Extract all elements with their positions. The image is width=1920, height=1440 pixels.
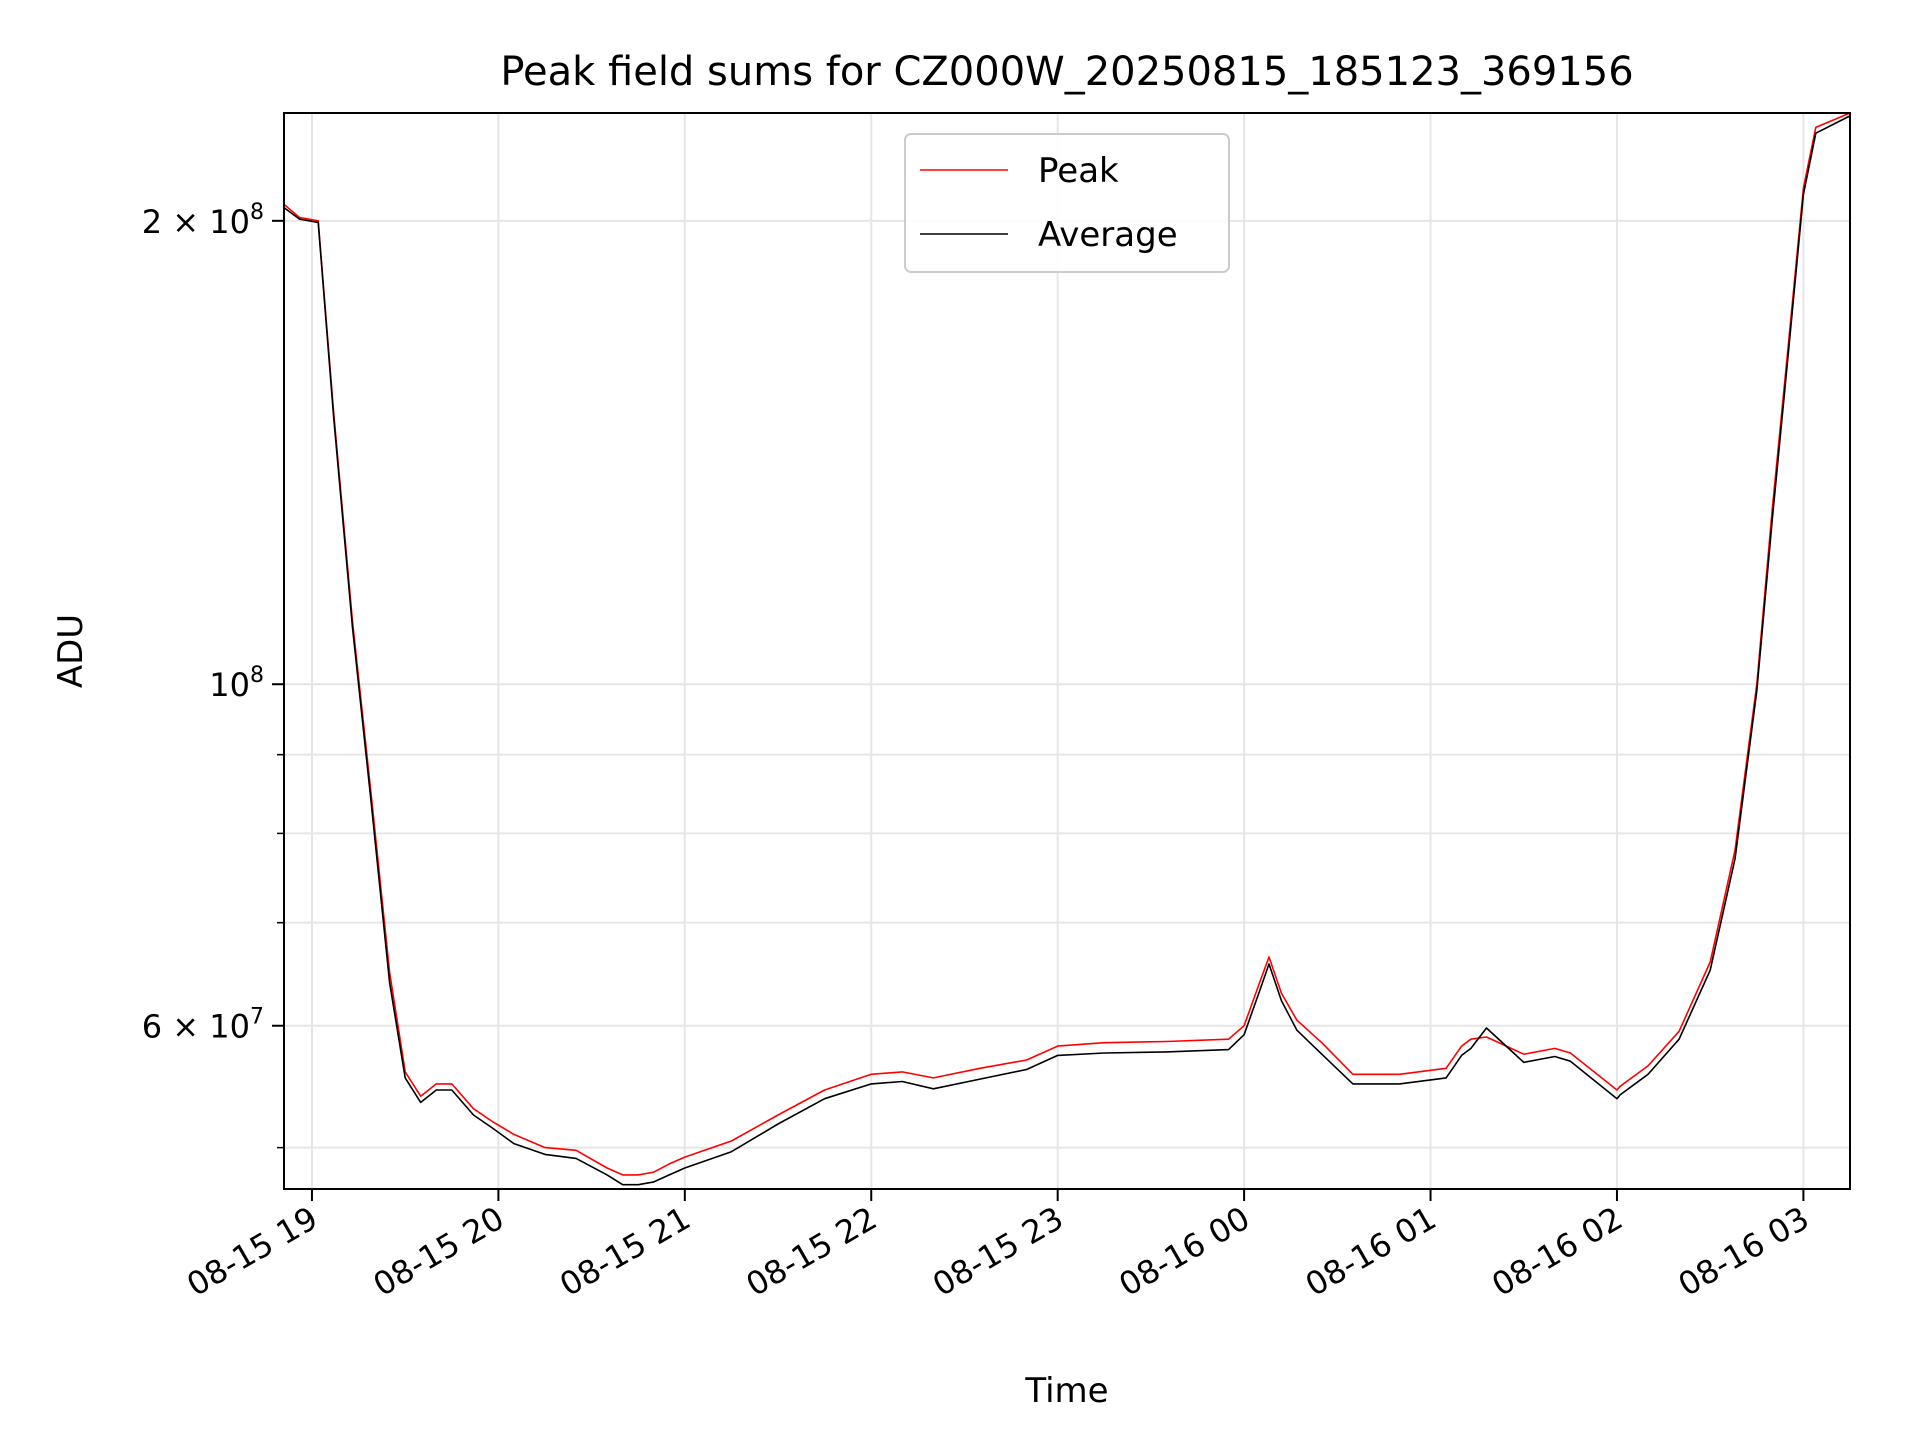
chart-title: Peak field sums for CZ000W_20250815_1851… xyxy=(500,49,1633,95)
legend-label-peak: Peak xyxy=(1038,151,1119,191)
y-axis-ticks: 2 × 108 108 6 × 107 xyxy=(142,200,284,1149)
legend: Peak Average xyxy=(904,133,1230,273)
x-axis-label: Time xyxy=(1024,1371,1108,1411)
legend-label-average: Average xyxy=(1038,215,1178,255)
plot-area-background xyxy=(284,113,1850,1189)
y-tick-label: 6 × 107 xyxy=(142,1005,264,1046)
series-line-peak xyxy=(283,112,1851,1176)
y-tick-label: 108 xyxy=(209,663,264,704)
y-tick-label: 2 × 108 xyxy=(142,200,264,241)
y-tick-mantissa: 2 xyxy=(142,203,162,241)
y-tick-exponent: 8 xyxy=(250,200,264,225)
y-tick-mantissa: 6 xyxy=(142,1008,162,1046)
series-line-average xyxy=(283,115,1851,1186)
y-tick-exponent: 7 xyxy=(250,1005,264,1030)
y-tick-exponent: 8 xyxy=(250,663,264,688)
legend-box xyxy=(904,133,1230,273)
y-axis-label: ADU xyxy=(51,614,91,688)
plot-frame xyxy=(283,112,1851,1190)
series-lines xyxy=(283,112,1851,1186)
